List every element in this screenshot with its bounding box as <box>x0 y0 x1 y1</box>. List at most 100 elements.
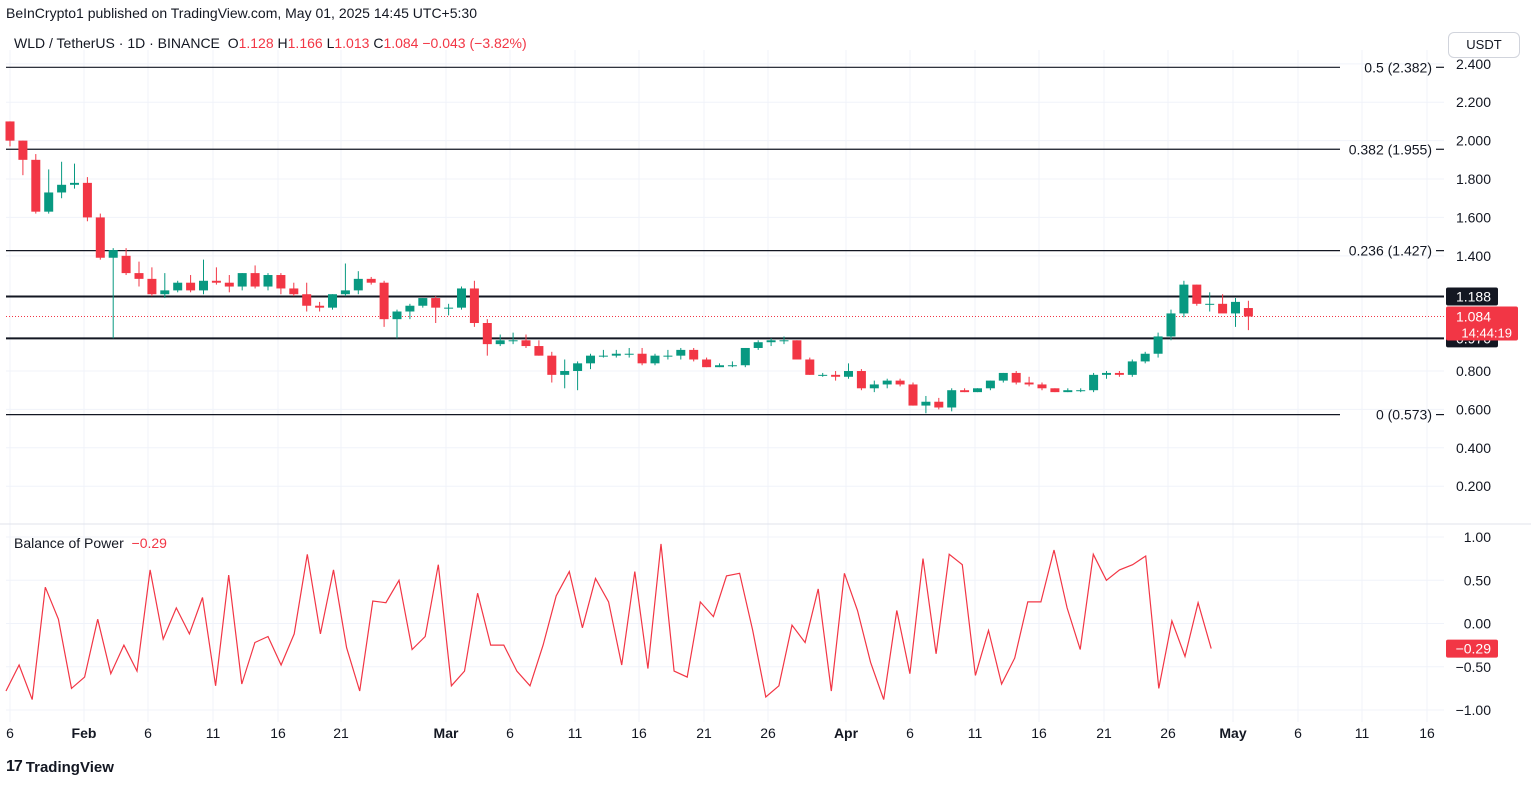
candle-body <box>1231 301 1240 314</box>
candle-body <box>366 278 376 283</box>
candle-body <box>676 349 686 356</box>
time-tick-label: 21 <box>333 725 349 741</box>
level-badge-label: 1.188 <box>1456 289 1491 305</box>
candle-body <box>108 250 118 258</box>
publisher-line: BeInCrypto1 published on TradingView.com… <box>6 5 477 21</box>
time-tick-label: 21 <box>696 725 712 741</box>
candle-body <box>547 355 557 375</box>
candle-body <box>289 288 299 295</box>
time-tick-label: Mar <box>434 725 459 741</box>
candle-body <box>186 282 196 291</box>
candle-body <box>960 390 970 393</box>
price-tick-label: 1.800 <box>1456 171 1491 187</box>
time-tick-label: 6 <box>6 725 14 741</box>
candle-body <box>534 346 544 356</box>
price-tick-label: 1.400 <box>1456 248 1491 264</box>
candle-body <box>340 290 350 295</box>
candle-body <box>444 307 454 309</box>
candle-body <box>1153 336 1163 354</box>
candle-body <box>508 340 518 342</box>
bop-current-value: −0.29 <box>131 535 167 551</box>
candle-body <box>121 255 131 274</box>
candle-body <box>482 323 492 345</box>
candle-body <box>560 371 570 375</box>
low-value: 1.013 <box>334 35 370 51</box>
candle-body <box>1179 284 1189 314</box>
time-tick-label: Apr <box>834 725 859 741</box>
candle-body <box>844 371 853 377</box>
level-badge <box>1446 287 1498 306</box>
candle-body <box>469 288 479 324</box>
candle-body <box>792 340 802 360</box>
candle-body <box>715 365 724 368</box>
time-tick-label: 11 <box>568 725 583 741</box>
price-tick-label: 0.200 <box>1456 478 1491 494</box>
last-price-badge <box>1446 306 1518 341</box>
candle-body <box>95 217 105 258</box>
candle-body <box>624 353 634 355</box>
candle-body <box>934 401 944 408</box>
candle-body <box>457 288 466 308</box>
symbol-title[interactable]: WLD / TetherUS · 1D · BINANCE <box>14 35 220 51</box>
change-value: −0.043 (−3.82%) <box>422 35 527 51</box>
countdown-label: 14:44:19 <box>1461 325 1512 340</box>
candle-body <box>1127 361 1137 375</box>
candle-body <box>134 273 144 279</box>
candle-body <box>18 140 28 160</box>
candle-body <box>353 278 363 291</box>
candle-body <box>276 275 286 289</box>
bop-title[interactable]: Balance of Power <box>14 535 124 551</box>
candle-body <box>779 340 789 342</box>
time-tick-label: 6 <box>144 725 152 741</box>
candle-body <box>689 349 699 360</box>
candle-body <box>998 372 1008 381</box>
candle-body <box>521 340 531 347</box>
tradingview-brand[interactable]: 17 TradingView <box>6 758 114 776</box>
price-tick-label: 0.800 <box>1456 363 1491 379</box>
candle-body <box>1037 384 1047 389</box>
price-tick-label: 2.200 <box>1456 94 1491 110</box>
candle-body <box>947 390 957 408</box>
candle-body <box>1050 388 1060 393</box>
candle-body <box>1243 308 1253 317</box>
time-tick-label: 11 <box>968 725 983 741</box>
candle-body <box>740 347 750 366</box>
candle-body <box>147 278 157 295</box>
bop-tick-label: −1.00 <box>1456 702 1492 718</box>
currency-button[interactable]: USDT <box>1448 32 1520 58</box>
candle-body <box>908 384 918 406</box>
tradingview-logo-icon: 17 <box>6 758 23 775</box>
last-price-label: 1.084 <box>1456 308 1491 324</box>
candle-body <box>702 359 712 368</box>
fib-level-label: 0.382 (1.955) <box>1349 141 1432 157</box>
candle-body <box>173 282 183 291</box>
candle-body <box>315 305 325 308</box>
candle-body <box>650 355 660 364</box>
time-tick-label: 16 <box>631 725 647 741</box>
candle-body <box>586 355 595 364</box>
candle-body <box>495 340 505 345</box>
candle-body <box>70 182 79 185</box>
candle-body <box>57 184 67 193</box>
bop-line <box>5 543 1212 700</box>
time-tick-label: 16 <box>1419 725 1435 741</box>
open-value: 1.128 <box>238 35 274 51</box>
bop-tick-label: 0.50 <box>1464 572 1491 588</box>
bop-tick-label: 0.00 <box>1464 616 1491 632</box>
price-tick-label: 2.400 <box>1456 56 1491 72</box>
candle-body <box>805 359 815 375</box>
bop-tick-label: 1.00 <box>1464 529 1491 545</box>
bop-last-badge <box>1446 639 1498 658</box>
candle-body <box>302 294 312 306</box>
bop-tick-label: −0.50 <box>1456 659 1492 675</box>
candle-body <box>1076 390 1086 392</box>
brand-name: TradingView <box>25 758 114 776</box>
bop-series-line <box>5 543 1212 700</box>
candle-body <box>1218 303 1228 314</box>
candle-body <box>1114 372 1124 375</box>
time-tick-label: May <box>1219 725 1246 741</box>
candle-body <box>392 311 402 320</box>
symbol-legend: WLD / TetherUS · 1D · BINANCE O1.128 H1.… <box>14 35 527 51</box>
high-value: 1.166 <box>287 35 323 51</box>
